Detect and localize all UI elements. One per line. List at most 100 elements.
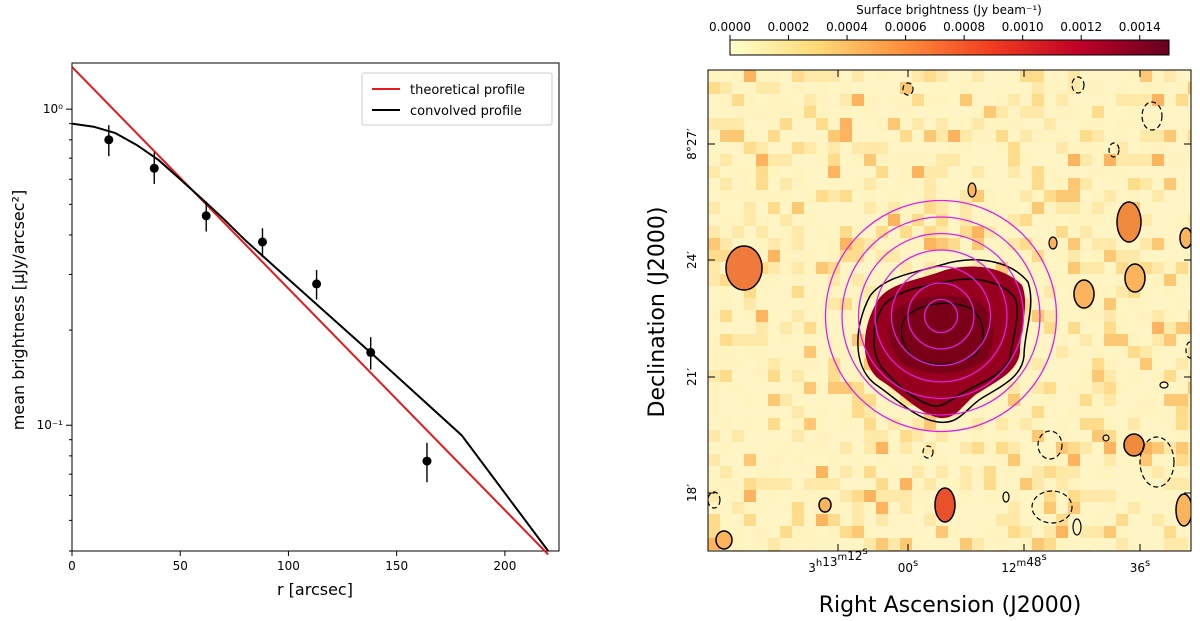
- map-pixel: [768, 394, 780, 406]
- map-pixel: [756, 154, 768, 166]
- map-pixel: [948, 154, 960, 166]
- map-pixel: [1056, 190, 1068, 202]
- data-point: [104, 135, 114, 145]
- map-pixel: [1080, 154, 1092, 166]
- map-pixel: [1140, 466, 1152, 478]
- map-pixel: [972, 106, 984, 118]
- map-pixel: [1140, 358, 1152, 370]
- map-pixel: [720, 178, 732, 190]
- y-tick-label: 10⁻¹: [37, 418, 64, 432]
- map-pixel: [1104, 298, 1116, 310]
- colorbar-tick-label: 0.0000: [709, 20, 751, 34]
- map-pixel: [1128, 106, 1140, 118]
- source-contour-core: [901, 302, 984, 365]
- blob-contour: [1116, 201, 1142, 243]
- map-pixel: [804, 322, 816, 334]
- map-pixel: [732, 490, 744, 502]
- map-pixel: [936, 70, 948, 82]
- map-pixel: [1068, 142, 1080, 154]
- map-pixel: [804, 490, 816, 502]
- map-pixel: [804, 418, 816, 430]
- map-pixel: [864, 442, 876, 454]
- map-pixel: [720, 334, 732, 346]
- map-pixel: [780, 526, 792, 538]
- map-pixel: [900, 214, 912, 226]
- map-pixel: [1068, 250, 1080, 262]
- map-pixel: [876, 250, 888, 262]
- map-pixel: [912, 202, 924, 214]
- map-pixel: [768, 370, 780, 382]
- map-pixel: [1104, 418, 1116, 430]
- map-pixel: [792, 106, 804, 118]
- map-pixel: [1056, 526, 1068, 538]
- map-pixel: [768, 466, 780, 478]
- map-pixel: [936, 430, 948, 442]
- map-pixel: [756, 214, 768, 226]
- map-pixel: [912, 154, 924, 166]
- map-pixel: [996, 130, 1008, 142]
- map-pixel: [804, 478, 816, 490]
- map-pixel: [960, 466, 972, 478]
- map-pixel: [1152, 322, 1164, 334]
- map-pixel: [1080, 550, 1092, 551]
- map-pixel: [1164, 178, 1176, 190]
- map-pixel: [912, 478, 924, 490]
- map-pixel: [840, 526, 852, 538]
- map-pixel: [1020, 154, 1032, 166]
- map-pixel: [840, 226, 852, 238]
- map-pixel: [996, 106, 1008, 118]
- map-pixel: [1056, 142, 1068, 154]
- map-pixel: [768, 538, 780, 550]
- map-pixel: [708, 238, 720, 250]
- map-pixel: [1068, 70, 1080, 82]
- map-pixel: [708, 118, 720, 130]
- map-pixel: [756, 322, 768, 334]
- map-pixel: [864, 94, 876, 106]
- map-pixel: [804, 382, 816, 394]
- map-pixel: [1008, 490, 1020, 502]
- map-pixel: [888, 94, 900, 106]
- map-pixel: [828, 154, 840, 166]
- map-pixel: [864, 142, 876, 154]
- map-pixel: [732, 190, 744, 202]
- map-pixel: [756, 70, 768, 82]
- map-pixel: [948, 478, 960, 490]
- map-pixel: [804, 346, 816, 358]
- map-pixel: [852, 226, 864, 238]
- map-pixel: [1140, 154, 1152, 166]
- map-pixel: [1188, 370, 1191, 382]
- map-pixel: [984, 466, 996, 478]
- map-pixel: [972, 466, 984, 478]
- map-pixel: [1092, 154, 1104, 166]
- map-pixel: [864, 370, 876, 382]
- map-pixel: [732, 118, 744, 130]
- map-pixel: [1008, 502, 1020, 514]
- map-pixel: [744, 298, 756, 310]
- map-pixel: [1056, 178, 1068, 190]
- map-pixel: [744, 346, 756, 358]
- blob-contour: [967, 182, 977, 198]
- map-pixel: [804, 262, 816, 274]
- map-pixel: [720, 466, 732, 478]
- dashed-contour: [902, 82, 914, 96]
- dashed-contour: [1185, 341, 1191, 359]
- map-pixel: [876, 406, 888, 418]
- map-pixel: [1152, 370, 1164, 382]
- map-pixel: [816, 262, 828, 274]
- map-pixel: [1044, 166, 1056, 178]
- map-pixel: [1188, 310, 1191, 322]
- map-pixel: [1128, 298, 1140, 310]
- map-pixel: [1056, 478, 1068, 490]
- map-pixel: [816, 478, 828, 490]
- blob-contour: [1159, 381, 1169, 389]
- colorbar-label: Surface brightness (Jy beam⁻¹): [856, 3, 1042, 17]
- map-pixel: [732, 430, 744, 442]
- map-pixel: [1044, 322, 1056, 334]
- map-pixel: [756, 346, 768, 358]
- map-pixel: [1176, 406, 1188, 418]
- map-pixel: [744, 106, 756, 118]
- map-pixel: [1092, 394, 1104, 406]
- map-pixel: [828, 478, 840, 490]
- map-pixel: [720, 370, 732, 382]
- map-pixel: [888, 490, 900, 502]
